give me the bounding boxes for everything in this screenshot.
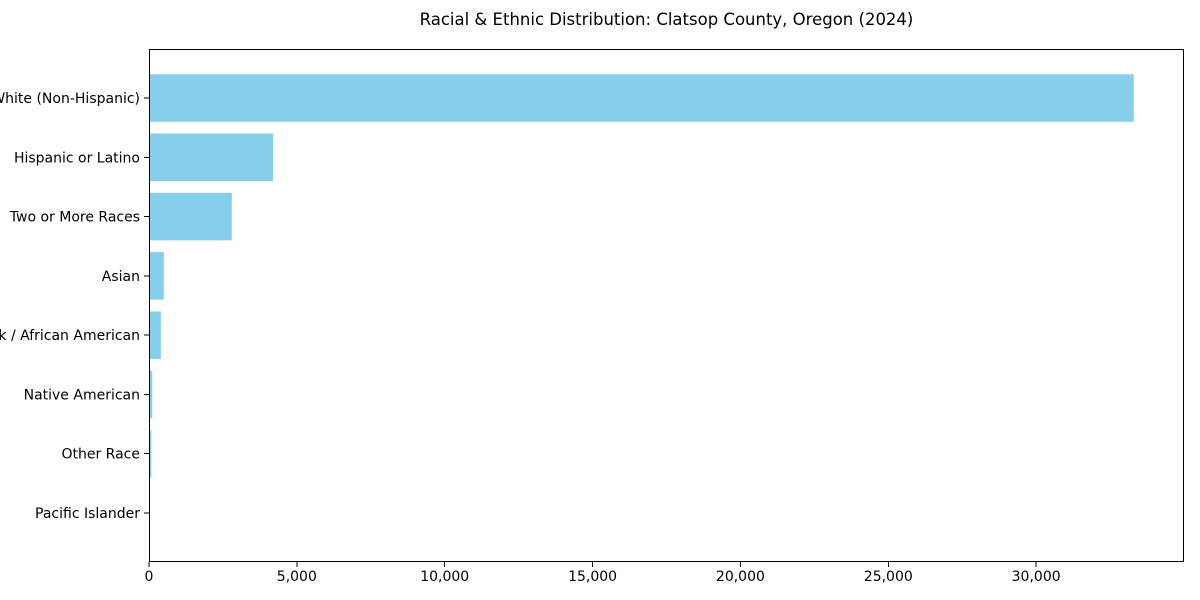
x-tick-label: 0 bbox=[145, 569, 154, 585]
plot-border bbox=[149, 49, 1184, 562]
x-tick-label: 5,000 bbox=[277, 569, 317, 585]
y-tick-label-white-non-hispanic: White (Non-Hispanic) bbox=[0, 91, 140, 107]
plot-area bbox=[149, 49, 1184, 562]
bar-native-american bbox=[149, 370, 153, 419]
bar-two-or-more-races bbox=[149, 192, 232, 241]
y-tick-label-black-african-american: Black / African American bbox=[0, 328, 140, 344]
y-tick-label-pacific-islander: Pacific Islander bbox=[35, 506, 140, 522]
bar-asian bbox=[149, 252, 164, 300]
bar-hispanic-or-latino bbox=[149, 133, 274, 182]
y-tick-label-hispanic-or-latino: Hispanic or Latino bbox=[14, 150, 140, 166]
chart-title: Racial & Ethnic Distribution: Clatsop Co… bbox=[419, 10, 914, 29]
bar-black-african-american bbox=[149, 311, 161, 359]
x-tick-label: 20,000 bbox=[716, 569, 765, 585]
y-tick-label-two-or-more-races: Two or More Races bbox=[9, 210, 140, 226]
x-tick-label: 10,000 bbox=[420, 569, 469, 585]
y-tick-label-asian: Asian bbox=[102, 269, 140, 285]
bar-white-non-hispanic bbox=[149, 74, 1134, 122]
y-tick-label-native-american: Native American bbox=[24, 387, 140, 403]
x-tick-label: 15,000 bbox=[568, 569, 617, 585]
y-tick-label-other-race: Other Race bbox=[61, 447, 140, 463]
bar-other-race bbox=[149, 429, 152, 478]
x-tick-label: 25,000 bbox=[864, 569, 913, 585]
x-tick-label: 30,000 bbox=[1012, 569, 1061, 585]
